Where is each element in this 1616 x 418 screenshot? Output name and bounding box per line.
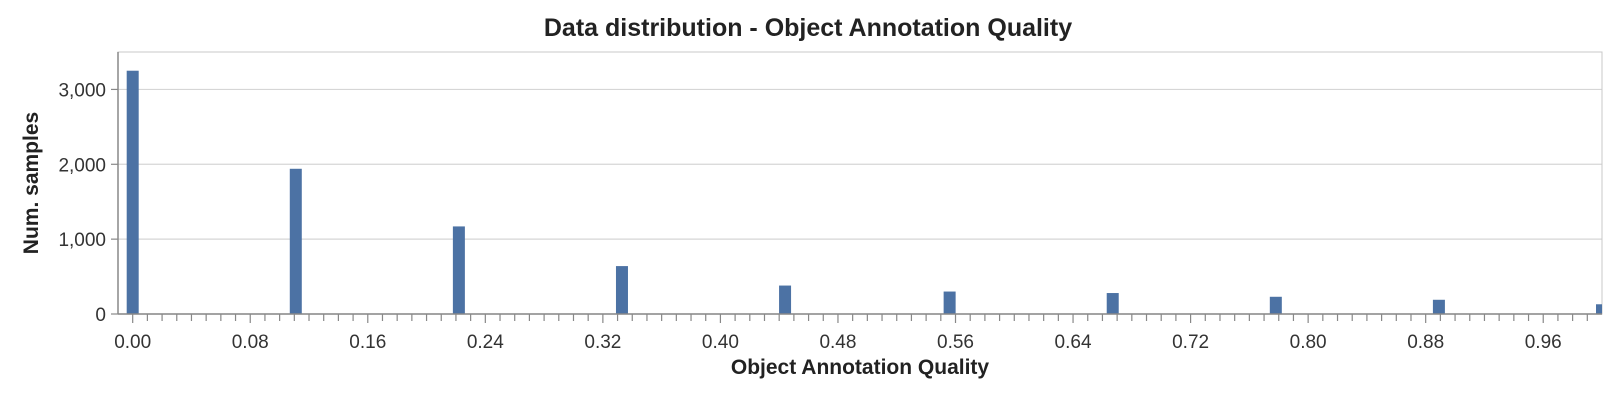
y-tick-label: 2,000	[58, 155, 106, 176]
x-tick-label: 0.48	[819, 332, 856, 353]
x-axis: 0.00 0.08 0.16 0.24 0.32 0.40 0.48 0.56 0.64 0.72…	[114, 313, 1602, 353]
x-tick-label: 0.08	[232, 332, 269, 353]
x-tick-label: 0.72	[1172, 332, 1209, 353]
x-axis-label: Object Annotation Quality	[731, 356, 990, 379]
plot-frame	[117, 51, 1603, 315]
x-tick-label: 0.24	[467, 332, 504, 353]
bar	[779, 285, 792, 314]
y-tick-label: 0	[95, 305, 106, 326]
x-tick-label: 0.64	[1055, 332, 1092, 353]
bar	[289, 168, 302, 314]
gridlines	[118, 88, 1602, 315]
bar	[615, 266, 628, 314]
y-tick-label: 3,000	[58, 80, 106, 101]
bar	[1432, 299, 1445, 314]
x-tick-label: 0.32	[584, 332, 621, 353]
x-tick-label: 0.00	[114, 332, 151, 353]
bar	[943, 291, 956, 314]
bar	[1596, 304, 1602, 314]
x-tick-label: 0.88	[1407, 332, 1444, 353]
x-tick-label: 0.16	[349, 332, 386, 353]
bar	[1106, 293, 1119, 314]
bar	[126, 70, 139, 314]
bars	[126, 70, 1602, 314]
x-tick-label: 0.40	[702, 332, 739, 353]
x-tick-label: 0.56	[937, 332, 974, 353]
x-tick-label: 0.96	[1525, 332, 1562, 353]
y-axis-label: Num. samples	[20, 112, 43, 254]
chart-title: Data distribution - Object Annotation Qu…	[543, 14, 1073, 42]
y-axis: 0 1,000 2,000 3,000	[58, 52, 119, 326]
bar	[1269, 296, 1282, 314]
y-tick-label: 1,000	[58, 230, 106, 251]
bar	[452, 226, 465, 314]
x-tick-label: 0.80	[1290, 332, 1327, 353]
